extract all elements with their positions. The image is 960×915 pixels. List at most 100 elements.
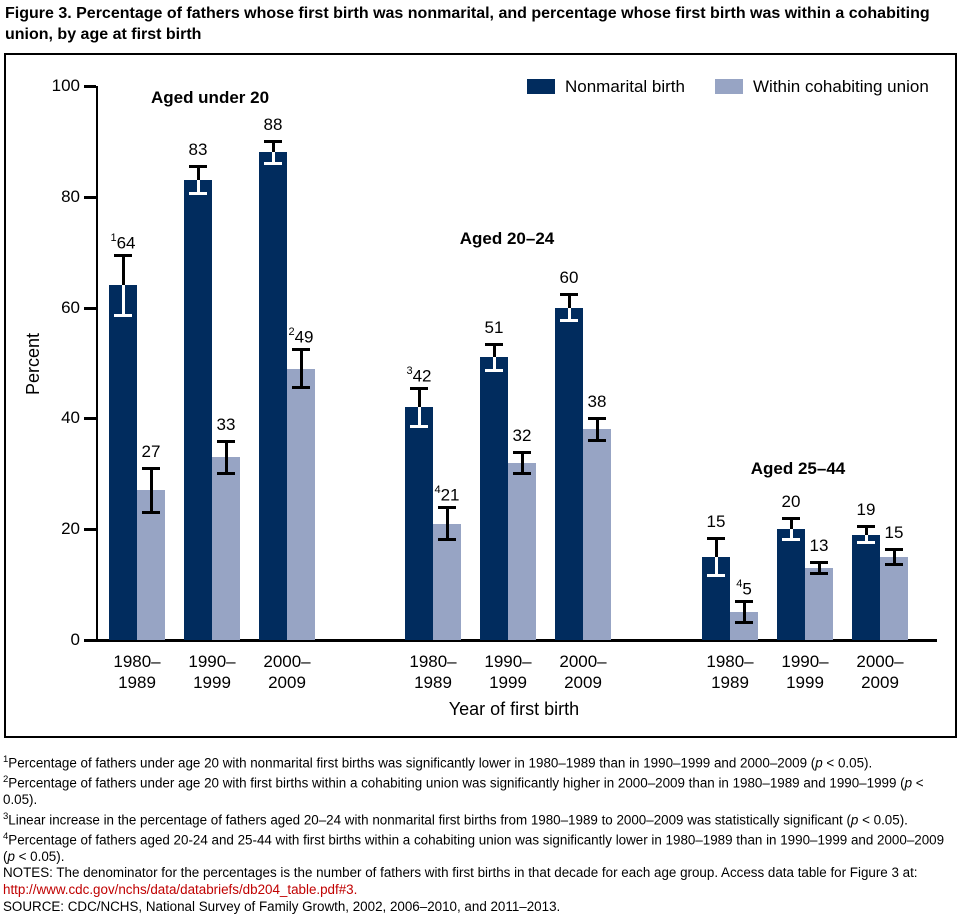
error-bar xyxy=(492,357,496,372)
error-bar xyxy=(299,349,303,388)
error-bar xyxy=(417,407,421,427)
error-bar xyxy=(864,534,868,544)
error-bar xyxy=(567,307,571,322)
error-bar-cap xyxy=(560,292,578,296)
error-bar-cap xyxy=(485,369,503,373)
x-tick-label: 1990– 1999 xyxy=(484,652,532,692)
error-bar-cap xyxy=(782,517,800,521)
bar-value-label: 249 xyxy=(288,326,314,347)
error-bar xyxy=(742,601,746,624)
bar-nonmarital xyxy=(184,180,212,640)
error-bar-cap xyxy=(438,538,456,542)
error-bar xyxy=(445,507,449,541)
error-bar-cap xyxy=(885,563,903,567)
bar-value-label: 33 xyxy=(216,414,236,434)
legend-label-cohabiting: Within cohabiting union xyxy=(753,77,929,96)
bar-value-label: 27 xyxy=(141,442,161,462)
error-bar-cap xyxy=(485,342,503,346)
data-table-link[interactable]: http://www.cdc.gov/nchs/data/databriefs/… xyxy=(3,882,358,898)
error-bar-cap xyxy=(217,471,235,475)
error-bar-cap xyxy=(410,386,428,390)
footnote: 3Linear increase in the percentage of fa… xyxy=(3,810,908,828)
error-bar xyxy=(520,451,524,474)
footnotes-block: 1Percentage of fathers under age 20 with… xyxy=(3,752,955,915)
error-bar xyxy=(595,418,599,441)
error-bar xyxy=(892,548,896,566)
legend-swatch-nonmarital xyxy=(527,79,555,94)
bar-cohabiting xyxy=(212,457,240,640)
bar-cohabiting xyxy=(287,368,315,640)
chart-area: Nonmarital birth Within cohabiting union… xyxy=(4,53,957,738)
error-bar xyxy=(149,468,153,513)
x-tick-label: 2000– 2009 xyxy=(856,652,904,692)
y-tick xyxy=(84,417,96,421)
error-bar-cap xyxy=(292,385,310,389)
bar-value-label: 38 xyxy=(587,392,607,412)
x-tick-label: 1980– 1989 xyxy=(113,652,161,692)
error-bar xyxy=(417,387,421,408)
error-bar-cap xyxy=(264,161,282,165)
error-bar xyxy=(224,440,228,474)
bar-cohabiting xyxy=(137,490,165,640)
legend-label-nonmarital: Nonmarital birth xyxy=(565,77,685,96)
bar-nonmarital xyxy=(480,357,508,640)
error-bar-cap xyxy=(189,192,207,196)
x-tick-label: 1990– 1999 xyxy=(188,652,236,692)
error-bar xyxy=(271,141,275,153)
y-tick xyxy=(84,306,96,310)
error-bar-cap xyxy=(264,140,282,144)
error-bar xyxy=(567,293,571,308)
error-bar xyxy=(271,152,275,164)
error-bar-cap xyxy=(707,574,725,578)
notes-text: NOTES: The denominator for the percentag… xyxy=(3,865,918,898)
error-bar-cap xyxy=(142,467,160,471)
error-bar xyxy=(714,537,718,557)
error-bar-cap xyxy=(782,538,800,542)
bar-value-label: 15 xyxy=(706,511,726,531)
bar-value-label: 13 xyxy=(809,536,829,556)
error-bar-cap xyxy=(735,621,753,625)
y-axis xyxy=(96,86,98,642)
error-bar xyxy=(196,180,200,195)
error-bar xyxy=(196,166,200,181)
legend-swatch-cohabiting xyxy=(715,79,743,94)
y-tick-label: 40 xyxy=(61,408,80,428)
bar-value-label: 20 xyxy=(781,492,801,512)
error-bar-cap xyxy=(810,561,828,565)
error-bar-cap xyxy=(114,313,132,317)
error-bar-cap xyxy=(857,525,875,529)
group-heading: Aged 25–44 xyxy=(750,459,846,478)
x-tick-label: 2000– 2009 xyxy=(559,652,607,692)
y-tick xyxy=(84,528,96,532)
error-bar-cap xyxy=(885,547,903,551)
error-bar-cap xyxy=(735,600,753,604)
bar-nonmarital xyxy=(852,534,880,640)
bar-nonmarital xyxy=(259,152,287,640)
error-bar xyxy=(817,562,821,574)
x-axis xyxy=(96,639,937,642)
bar-nonmarital xyxy=(405,407,433,640)
bar-nonmarital xyxy=(109,285,137,640)
bar-value-label: 60 xyxy=(559,267,579,287)
footnote: 2Percentage of fathers under age 20 with… xyxy=(3,774,924,808)
error-bar-cap xyxy=(438,506,456,510)
footnote: 4Percentage of fathers aged 20-24 and 25… xyxy=(3,830,945,864)
error-bar-cap xyxy=(410,424,428,428)
y-tick xyxy=(84,85,96,88)
error-bar xyxy=(864,526,868,535)
error-bar xyxy=(121,285,125,316)
error-bar xyxy=(492,343,496,358)
bar-value-label: 45 xyxy=(736,578,752,599)
x-tick-label: 1990– 1999 xyxy=(781,652,829,692)
bar-value-label: 15 xyxy=(884,522,904,542)
y-axis-title: Percent xyxy=(23,332,43,396)
bar-cohabiting xyxy=(880,556,908,640)
error-bar xyxy=(714,556,718,577)
y-tick-label: 80 xyxy=(61,186,80,206)
error-bar-cap xyxy=(142,510,160,514)
error-bar-cap xyxy=(810,571,828,575)
bar-cohabiting xyxy=(433,523,461,640)
bar-cohabiting xyxy=(583,429,611,640)
y-tick-label: 20 xyxy=(61,519,80,539)
source-text: SOURCE: CDC/NCHS, National Survey of Fam… xyxy=(3,898,561,914)
